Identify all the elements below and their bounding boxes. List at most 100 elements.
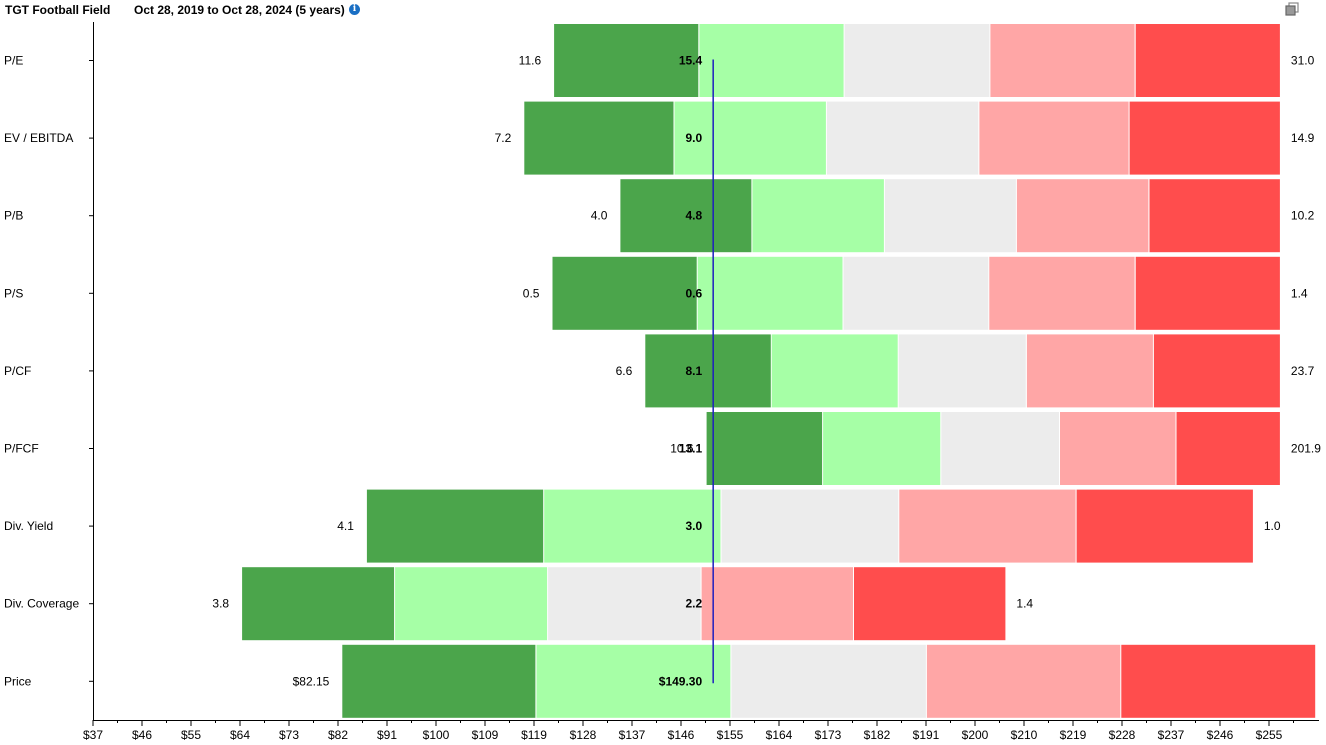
x-tick-label: $64 <box>230 728 250 742</box>
bar-segment <box>552 256 697 330</box>
bar-segment <box>1153 334 1280 408</box>
high-value-label: 10.2 <box>1291 209 1315 223</box>
x-tick-label: $219 <box>1060 728 1087 742</box>
low-value-label: 4.0 <box>591 209 608 223</box>
date-range: Oct 28, 2019 to Oct 28, 2024 (5 years) <box>134 3 345 17</box>
current-value-label: 0.6 <box>685 286 702 300</box>
category-label: P/B <box>4 209 23 223</box>
low-value-label: $82.15 <box>293 674 330 688</box>
x-tick-label: $182 <box>864 728 891 742</box>
high-value-label: 1.0 <box>1264 519 1281 533</box>
x-tick-label: $191 <box>913 728 940 742</box>
x-tick-label: $73 <box>279 728 299 742</box>
x-tick-label: $128 <box>570 728 597 742</box>
category-label: EV / EBITDA <box>4 131 73 145</box>
high-value-label: 14.9 <box>1291 131 1315 145</box>
bar-segment <box>990 24 1135 97</box>
category-label: P/E <box>4 54 23 68</box>
x-tick-label: $246 <box>1207 728 1234 742</box>
high-value-label: 1.4 <box>1016 597 1033 611</box>
low-value-label: 0.5 <box>523 286 540 300</box>
current-value-label: 3.0 <box>685 519 702 533</box>
x-tick-label: $91 <box>377 728 397 742</box>
low-value-label: 10.6 <box>670 442 694 456</box>
bar-segment <box>1135 24 1280 97</box>
bar-segment <box>823 412 941 485</box>
bar-segment <box>752 179 884 253</box>
x-tick-label: $200 <box>962 728 989 742</box>
bar-segment <box>941 412 1059 485</box>
bar-segment <box>395 567 548 641</box>
x-tick-label: $164 <box>766 728 793 742</box>
chart-title: TGT Football Field <box>5 3 111 17</box>
x-tick-label: $237 <box>1158 728 1185 742</box>
low-value-label: 4.1 <box>337 519 354 533</box>
x-tick-label: $146 <box>668 728 695 742</box>
bar-segment <box>843 256 989 330</box>
bar-segment <box>706 412 823 485</box>
bar-segment <box>926 644 1121 718</box>
category-label: P/S <box>4 286 23 300</box>
bar-segment <box>536 644 731 718</box>
bar-segment <box>1149 179 1280 253</box>
high-value-label: 201.9 <box>1291 442 1321 456</box>
bar-segment <box>989 256 1135 330</box>
current-value-label: 2.2 <box>685 597 702 611</box>
x-tick-label: $255 <box>1256 728 1283 742</box>
bar-segment <box>826 101 979 175</box>
bar-segment <box>544 489 721 563</box>
category-label: Div. Coverage <box>4 597 79 611</box>
current-value-label: $149.30 <box>659 674 703 688</box>
bar-segment <box>1129 101 1280 175</box>
x-tick-label: $82 <box>328 728 348 742</box>
high-value-label: 31.0 <box>1291 54 1315 68</box>
chart-header: TGT Football Field Oct 28, 2019 to Oct 2… <box>0 0 1326 20</box>
bar-segment <box>699 24 844 97</box>
bar-segment <box>697 256 843 330</box>
x-tick-label: $46 <box>132 728 152 742</box>
x-tick-label: $137 <box>619 728 646 742</box>
bar-segment <box>731 644 926 718</box>
category-label: Div. Yield <box>4 519 53 533</box>
high-value-label: 1.4 <box>1291 286 1308 300</box>
current-value-label: 9.0 <box>685 131 702 145</box>
current-value-label: 8.1 <box>685 364 702 378</box>
x-tick-label: $210 <box>1011 728 1038 742</box>
bar-segment <box>1135 256 1280 330</box>
bar-segment <box>242 567 395 641</box>
bar-segment <box>1076 489 1253 563</box>
current-value-label: 4.8 <box>685 209 702 223</box>
high-value-label: 23.7 <box>1291 364 1315 378</box>
x-tick-label: $55 <box>181 728 201 742</box>
bar-segment <box>1176 412 1280 485</box>
x-tick-label: $119 <box>521 728 547 742</box>
bar-segment <box>899 489 1076 563</box>
bar-segment <box>620 179 752 253</box>
bar-segment <box>898 334 1026 408</box>
bar-segment <box>554 24 699 97</box>
current-value-label: 15.4 <box>679 54 703 68</box>
x-tick-label: $109 <box>472 728 499 742</box>
bar-segment <box>366 489 544 563</box>
bar-segment <box>1121 644 1316 718</box>
category-label: P/CF <box>4 364 31 378</box>
x-tick-label: $173 <box>815 728 842 742</box>
x-tick-label: $37 <box>83 728 103 742</box>
copy-icon[interactable] <box>1285 2 1299 16</box>
bar-segment <box>645 334 771 408</box>
category-label: Price <box>4 674 32 688</box>
current-value-label: 13.1 <box>679 442 703 456</box>
info-icon[interactable]: i <box>349 4 360 15</box>
low-value-label: 11.6 <box>519 54 542 68</box>
bar-segment <box>1026 334 1153 408</box>
category-label: P/FCF <box>4 442 39 456</box>
x-tick-label: $155 <box>717 728 744 742</box>
bar-segment <box>721 489 899 563</box>
bar-segment <box>771 334 898 408</box>
bar-segment <box>548 567 701 641</box>
low-value-label: 7.2 <box>495 131 512 145</box>
bar-segment <box>342 644 536 718</box>
bar-segment <box>854 567 1006 641</box>
bar-segment <box>1060 412 1176 485</box>
